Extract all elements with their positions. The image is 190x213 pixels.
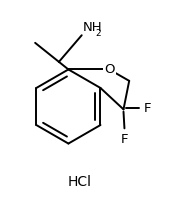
Text: NH: NH [83,21,102,34]
Text: HCl: HCl [68,176,92,190]
Text: F: F [121,133,128,146]
Text: 2: 2 [95,29,101,38]
Text: O: O [104,63,115,76]
Text: F: F [143,102,151,115]
